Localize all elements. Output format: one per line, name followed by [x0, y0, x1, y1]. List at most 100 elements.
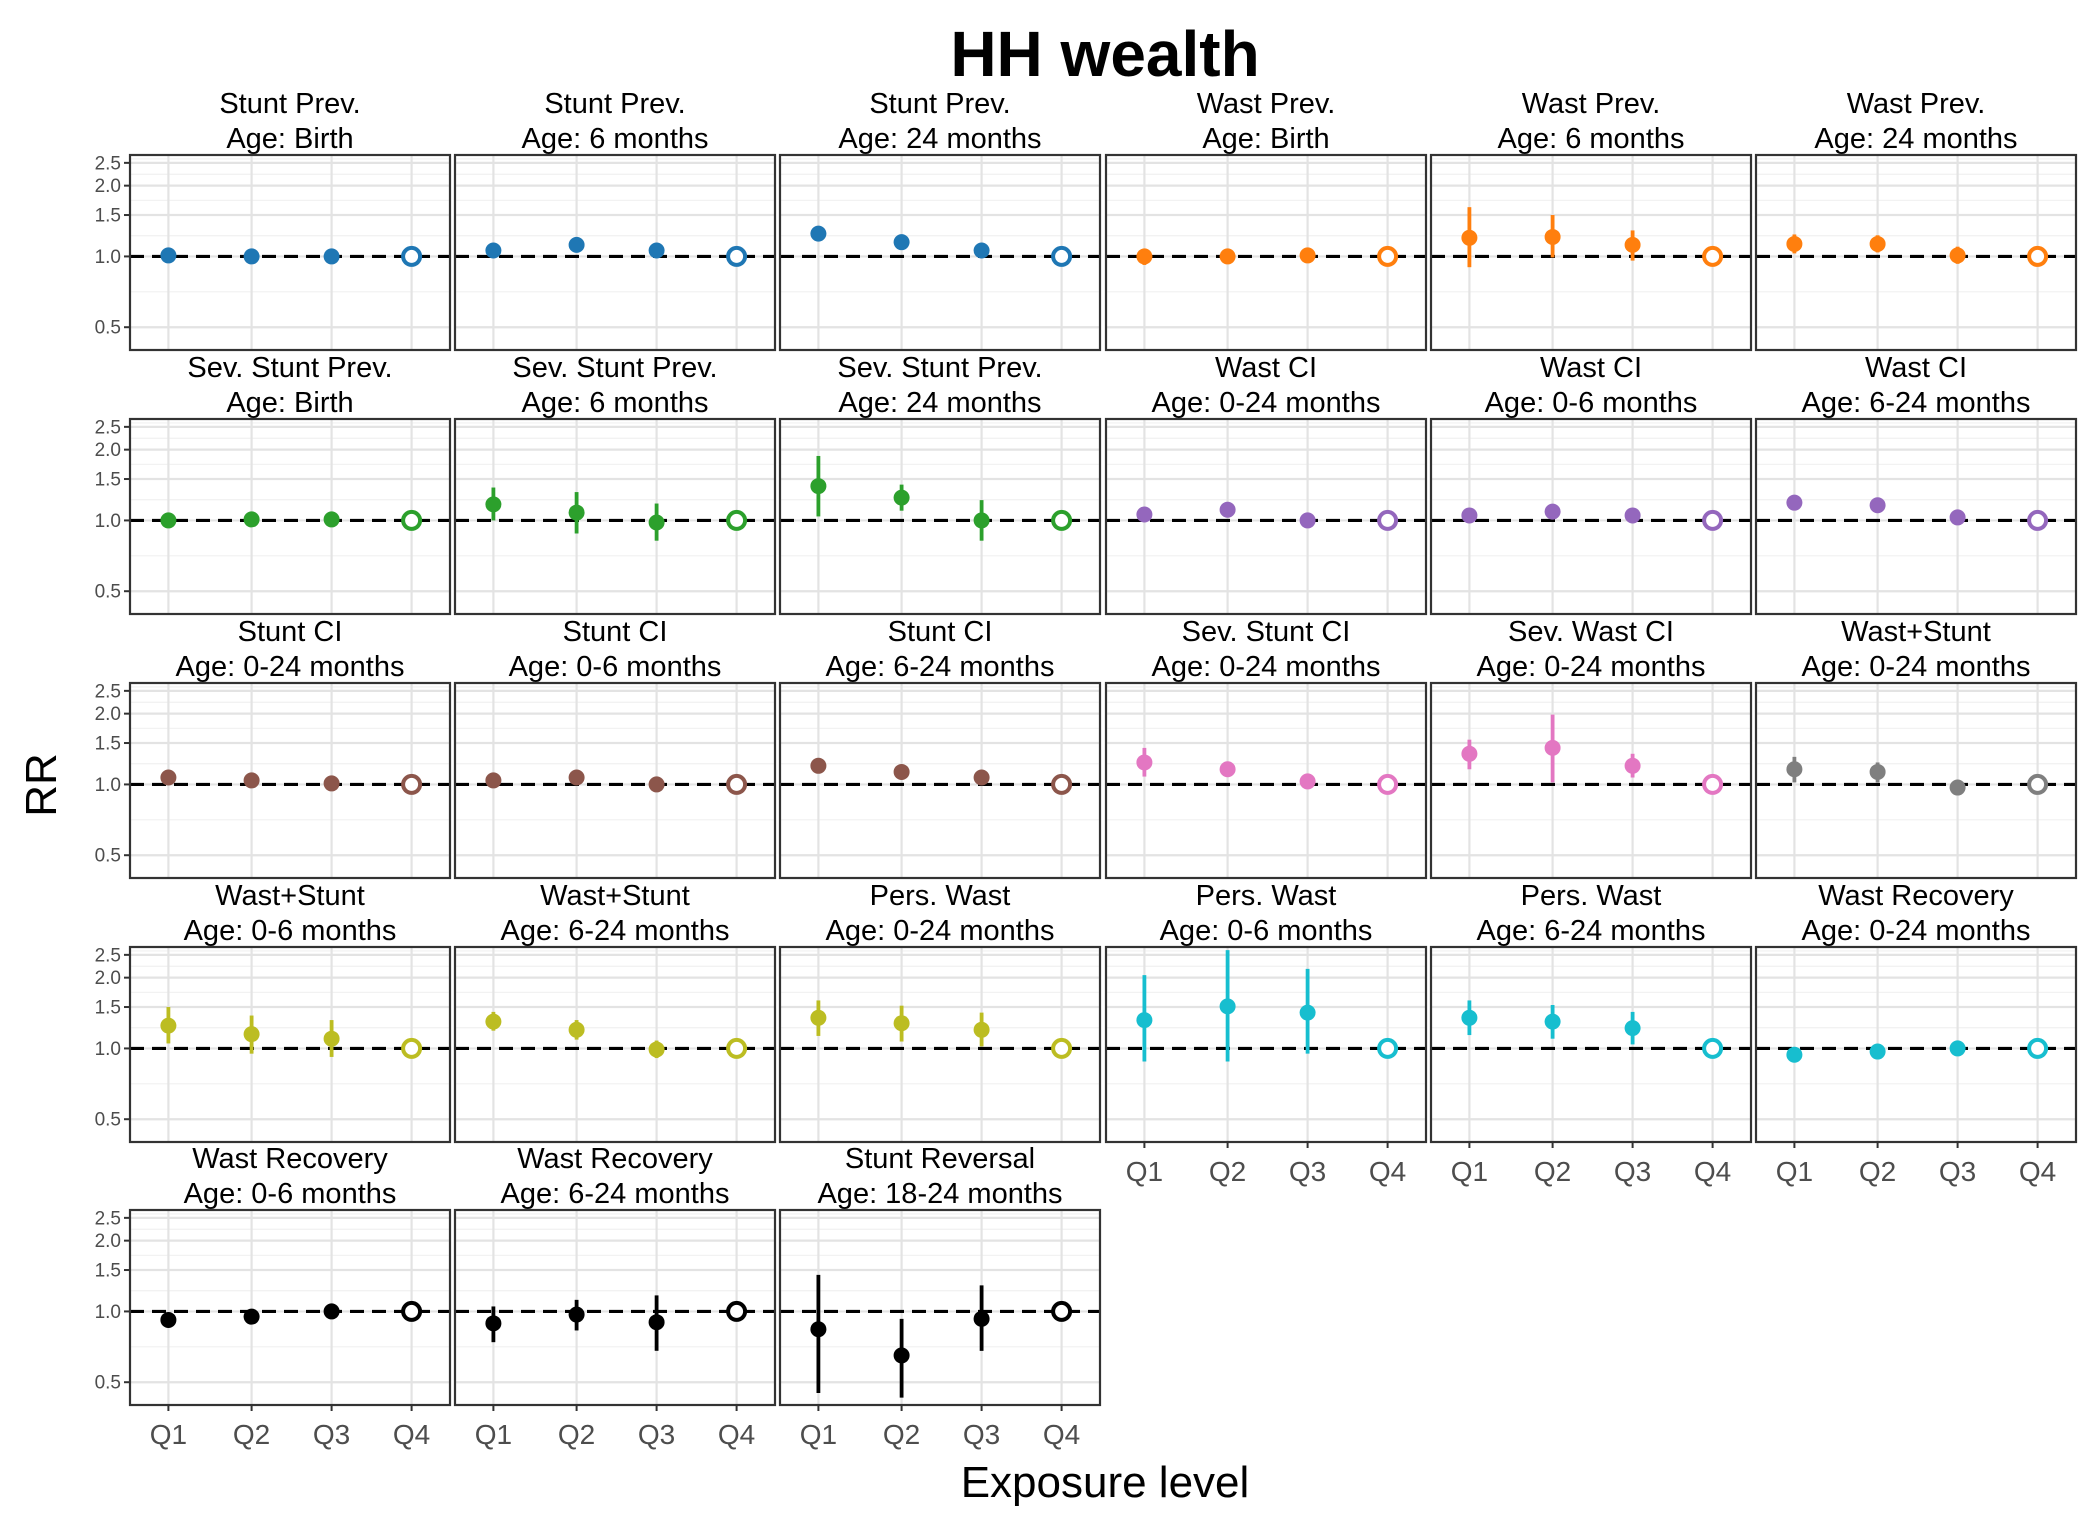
- panel-border: [778, 417, 1102, 616]
- rr-point: [323, 248, 340, 265]
- rr-point: [568, 236, 585, 253]
- rr-point: [810, 757, 827, 774]
- panel-border: [453, 681, 777, 880]
- reference-point: [1377, 773, 1399, 795]
- x-tick-label: Q3: [963, 1419, 1000, 1450]
- rr-point: [323, 1030, 340, 1047]
- y-tick-label: 2.0: [95, 176, 121, 197]
- panel-title-line: Stunt Prev.: [544, 88, 685, 120]
- rr-point: [810, 225, 827, 242]
- y-tick-label: 2.0: [95, 440, 121, 461]
- panel: Stunt Prev.Age: Birth 0.5 1.0 1.5 2.02.5: [95, 88, 452, 352]
- rr-point: [1624, 507, 1641, 524]
- reference-point: [2027, 509, 2049, 531]
- x-tick-label: Q3: [638, 1419, 675, 1450]
- rr-point: [1786, 235, 1803, 252]
- panel-title-line: Age: 0-6 months: [509, 651, 722, 683]
- rr-point: [1544, 503, 1561, 520]
- y-tick-label: 2.5: [95, 945, 121, 966]
- y-tick-label: 0.5: [95, 1110, 121, 1131]
- panel: Sev. Stunt Prev.Age: Birth 0.5 1.0 1.5 2.02.…: [95, 352, 452, 616]
- rr-point: [160, 247, 177, 264]
- rr-point: [1299, 773, 1316, 790]
- panel: Wast Prev.Age: Birth: [1104, 88, 1428, 352]
- x-tick-label: Q2: [233, 1419, 270, 1450]
- rr-point: [243, 248, 260, 265]
- rr-point: [1786, 1046, 1803, 1063]
- rr-point: [1544, 739, 1561, 756]
- chart-title: HH wealth: [950, 18, 1259, 90]
- panel: Sev. Stunt Prev.Age: 24 months: [778, 352, 1102, 616]
- panel-title-line: Wast CI: [1215, 352, 1317, 384]
- panel-title-line: Age: 6 months: [1498, 123, 1685, 155]
- x-tick-label: Q4: [1369, 1156, 1406, 1187]
- panel-title-line: Age: 6-24 months: [501, 1178, 730, 1210]
- rr-point: [1544, 1013, 1561, 1030]
- panel-title-line: Wast+Stunt: [540, 880, 690, 912]
- reference-point: [2027, 1037, 2049, 1059]
- reference-point: [401, 1300, 423, 1322]
- reference-point: [401, 245, 423, 267]
- panel-title-line: Age: Birth: [1202, 123, 1329, 155]
- y-tick-label: 1.5: [95, 734, 121, 755]
- rr-point: [1949, 1040, 1966, 1057]
- panel-title-line: Age: 0-24 months: [1802, 651, 2031, 683]
- panel-border: [1754, 945, 2078, 1144]
- y-tick-label: 0.5: [95, 582, 121, 603]
- reference-point: [1377, 245, 1399, 267]
- y-tick-label: 1.0: [95, 775, 121, 796]
- rr-point: [568, 504, 585, 521]
- rr-point: [1299, 1004, 1316, 1021]
- panel-border: [1429, 417, 1753, 616]
- y-tick-label: 1.5: [95, 998, 121, 1019]
- reference-point: [1051, 1300, 1073, 1322]
- reference-point: [1051, 1037, 1073, 1059]
- reference-point: [401, 1037, 423, 1059]
- panel-border: [453, 945, 777, 1144]
- panel: Stunt Prev.Age: 6 months: [453, 88, 777, 352]
- panel-title-line: Age: 6-24 months: [826, 651, 1055, 683]
- panel-border: [778, 153, 1102, 352]
- panel-title-line: Stunt CI: [563, 616, 668, 648]
- panel-title-line: Age: 0-24 months: [1152, 651, 1381, 683]
- rr-point: [1461, 1009, 1478, 1026]
- panel-title-line: Pers. Wast: [870, 880, 1011, 912]
- panel-title-line: Pers. Wast: [1521, 880, 1662, 912]
- reference-point: [401, 773, 423, 795]
- x-tick-label: Q1: [1776, 1156, 1813, 1187]
- rr-point: [243, 1308, 260, 1325]
- panel: Stunt Prev.Age: 24 months: [778, 88, 1102, 352]
- panel-title-line: Age: 0-24 months: [1152, 387, 1381, 419]
- panel-title-line: Stunt CI: [238, 616, 343, 648]
- rr-point: [485, 1315, 502, 1332]
- rr-point: [1624, 1020, 1641, 1037]
- rr-point: [243, 511, 260, 528]
- panel-title-line: Stunt Reversal: [845, 1143, 1035, 1175]
- panel-title-line: Stunt Prev.: [219, 88, 360, 120]
- y-tick-label: 1.5: [95, 470, 121, 491]
- panel-title-line: Age: 24 months: [838, 123, 1041, 155]
- reference-point: [726, 245, 748, 267]
- reference-point: [726, 1037, 748, 1059]
- y-tick-label: 0.5: [95, 846, 121, 867]
- x-tick-label: Q3: [1289, 1156, 1326, 1187]
- rr-point: [160, 1311, 177, 1328]
- reference-point: [726, 509, 748, 531]
- panel-border: [128, 681, 452, 880]
- rr-point: [1949, 509, 1966, 526]
- x-tick-label: Q4: [2019, 1156, 2056, 1187]
- panel-title-line: Pers. Wast: [1196, 880, 1337, 912]
- rr-point: [1544, 228, 1561, 245]
- panel-border: [778, 681, 1102, 880]
- x-tick-label: Q1: [800, 1419, 837, 1450]
- rr-point: [973, 242, 990, 259]
- panel-title-line: Age: 6-24 months: [501, 915, 730, 947]
- rr-point: [1219, 998, 1236, 1015]
- panel-border: [1429, 153, 1753, 352]
- rr-point: [1869, 235, 1886, 252]
